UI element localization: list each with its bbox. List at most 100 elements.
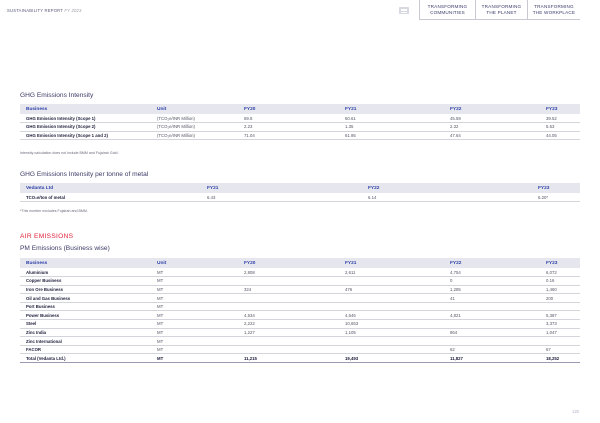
column-header: FY22 [444, 258, 540, 268]
pm-emissions-table: Business Unit FY20 FY21 FY22 FY23 Alumin… [20, 258, 580, 364]
tab-label-line1: TRANSFORMING [481, 4, 522, 9]
tab-transforming-the-planet[interactable]: TRANSFORMING THE PLANET [475, 0, 527, 20]
ghg-metal-footnote: *This number excludes Fujairah and BMM. [20, 209, 88, 213]
table-cell: 5,387 [540, 310, 580, 321]
table-cell: 476 [339, 285, 444, 295]
column-header: FY23 [532, 183, 580, 193]
table-cell: 2.32 [444, 122, 540, 132]
tab-label-line2: THE PLANET [486, 10, 517, 15]
table-row: Steel MT 2,222 10,653 3,373 [20, 319, 580, 329]
table-row: Port Business MT [20, 302, 580, 312]
table-cell: 60.61 [339, 114, 444, 124]
table-cell: Aluminium [20, 268, 151, 278]
table-cell: 45.59 [444, 114, 540, 124]
table-cell: 69.8 [238, 114, 339, 124]
table-cell [238, 293, 339, 303]
tab-label-line1: TRANSFORMING [534, 4, 574, 9]
report-title-text: SUSTAINABILITY REPORT [7, 8, 64, 13]
table-cell [540, 336, 580, 346]
column-header: Business [20, 258, 151, 268]
table-cell: 5.53 [540, 122, 580, 132]
table-header-row: Vedanta Ltd FY21 FY22 FY23 [20, 183, 580, 193]
tab-transforming-the-workplace[interactable]: TRANSFORMING THE WORKPLACE [527, 0, 580, 20]
tab-label-line2: COMMUNITIES [430, 10, 465, 15]
table-cell: Zinc International [20, 336, 151, 346]
table-cell [238, 302, 339, 312]
table-cell: 39.52 [540, 114, 580, 124]
table-cell: 61.95 [339, 131, 444, 141]
hamburger-menu-icon[interactable] [399, 7, 409, 14]
table-cell: 41 [444, 293, 540, 303]
table-total-row: Total (Vedanta Ltd.) MT 11,215 19,493 11… [20, 353, 580, 364]
table-cell: 44.05 [540, 131, 580, 141]
table-cell: GHG Emission Intensity (Scope 1) [20, 114, 151, 124]
table-cell: (TCO₂e/INR Million) [151, 114, 238, 124]
table-cell: 6.14 [362, 193, 532, 203]
table-row: Oil and Gas Business MT 41 200 [20, 293, 580, 303]
table-cell: Iron Ore Business [20, 285, 151, 295]
table-cell: 2.23 [238, 122, 339, 132]
table-cell: 4,754 [444, 268, 540, 278]
table-cell: FACOR [20, 345, 151, 355]
table-cell: 864 [444, 328, 540, 338]
table-cell: 200 [540, 293, 580, 303]
table-cell: 67 [540, 345, 580, 355]
column-header: FY22 [444, 104, 540, 114]
table-cell: MT [151, 285, 238, 295]
table-cell: 1,460 [540, 285, 580, 295]
table-cell: 2,808 [238, 268, 339, 278]
table-cell: Steel [20, 319, 151, 329]
table-cell: MT [151, 345, 238, 355]
table-cell: 0 [444, 276, 540, 286]
air-emissions-title: AIR EMISSIONS [20, 233, 74, 240]
table-cell: 71.04 [238, 131, 339, 141]
table-cell [444, 302, 540, 312]
table-row: Zinc India MT 1,227 1,105 864 1,047 [20, 328, 580, 338]
table-row: FACOR MT 62 67 [20, 345, 580, 355]
table-cell: Power Business [20, 310, 151, 321]
table-cell: GHG Emission Intensity (Scope 1 and 2) [20, 131, 151, 141]
table-cell: MT [151, 353, 238, 364]
table-cell: 1,047 [540, 328, 580, 338]
report-title: SUSTAINABILITY REPORT FY 2023 [7, 8, 82, 13]
table-cell: 6.20* [532, 193, 580, 203]
column-header: Unit [151, 258, 238, 268]
table-cell: TCO₂e/ton of metal [20, 193, 201, 203]
table-row: Copper Business MT 0 0.16 [20, 276, 580, 286]
table-cell [339, 276, 444, 286]
table-cell: 47.64 [444, 131, 540, 141]
column-header: Unit [151, 104, 238, 114]
table-row: GHG Emission Intensity (Scope 2) (TCO₂e/… [20, 122, 580, 132]
table-cell [540, 302, 580, 312]
table-cell: 11,827 [444, 353, 540, 364]
page-header: SUSTAINABILITY REPORT FY 2023 TRANSFORMI… [0, 0, 600, 22]
ghg-metal-title: GHG Emissions Intensity per tonne of met… [20, 171, 149, 178]
table-cell: Total (Vedanta Ltd.) [20, 353, 151, 364]
table-cell [444, 319, 540, 329]
table-row: Zinc International MT [20, 336, 580, 346]
table-header-row: Business Unit FY20 FY21 FY22 FY23 [20, 258, 580, 268]
table-cell: 1.35 [339, 122, 444, 132]
table-cell [238, 276, 339, 286]
column-header: Business [20, 104, 151, 114]
table-cell: 4,534 [238, 310, 339, 321]
table-cell: 6,072 [540, 268, 580, 278]
table-cell: MT [151, 276, 238, 286]
ghg-intensity-table: Business Unit FY20 FY21 FY22 FY23 GHG Em… [20, 104, 580, 141]
column-header: Vedanta Ltd [20, 183, 201, 193]
column-header: FY21 [339, 258, 444, 268]
table-cell: Copper Business [20, 276, 151, 286]
table-cell: Oil and Gas Business [20, 293, 151, 303]
column-header: FY22 [362, 183, 532, 193]
tab-transforming-communities[interactable]: TRANSFORMING COMMUNITIES [419, 0, 475, 20]
table-cell [238, 336, 339, 346]
table-cell: 2,611 [339, 268, 444, 278]
table-cell: 2,222 [238, 319, 339, 329]
table-cell: GHG Emission Intensity (Scope 2) [20, 122, 151, 132]
table-row: Aluminium MT 2,808 2,611 4,754 6,072 [20, 268, 580, 278]
column-header: FY21 [339, 104, 444, 114]
column-header: FY23 [540, 258, 580, 268]
table-cell: 19,493 [339, 353, 444, 364]
table-cell: 1,285 [444, 285, 540, 295]
table-cell: (TCO₂e/INR Million) [151, 131, 238, 141]
